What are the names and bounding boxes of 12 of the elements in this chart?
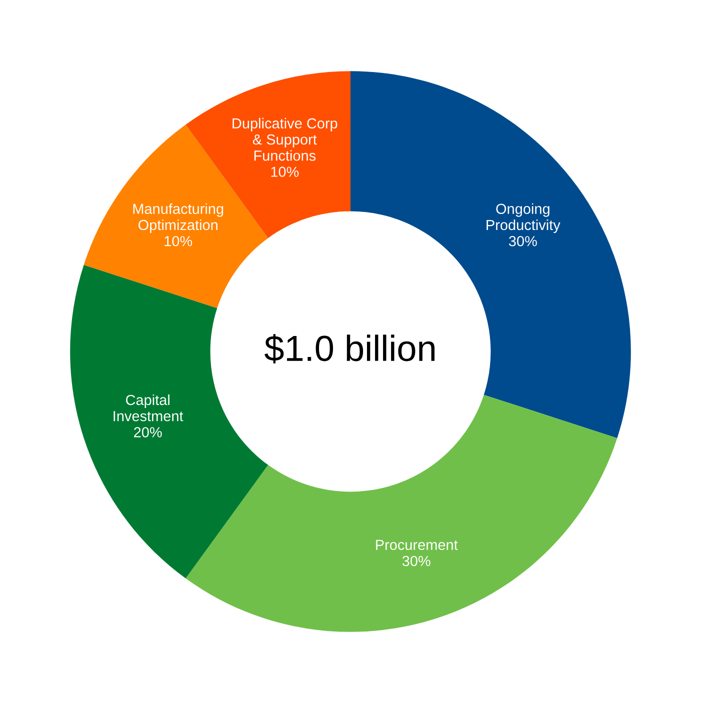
data-label: 30%: [508, 236, 537, 246]
slice-label: Procurement: [376, 540, 458, 550]
data-label: 10%: [271, 166, 299, 177]
slice-label: Capital Investment: [114, 394, 184, 422]
slice-label: Duplicative Corp & Support Functions: [232, 118, 338, 161]
slice-label: Ongoing Productivity: [486, 203, 560, 233]
slice-label: Manufacturing Optimization: [133, 203, 224, 233]
data-label: 20%: [134, 427, 162, 438]
data-label: 30%: [402, 556, 430, 566]
donut-slice: [186, 394, 618, 632]
data-label: 10%: [164, 236, 192, 246]
text: $1.0 billion: [264, 334, 434, 364]
